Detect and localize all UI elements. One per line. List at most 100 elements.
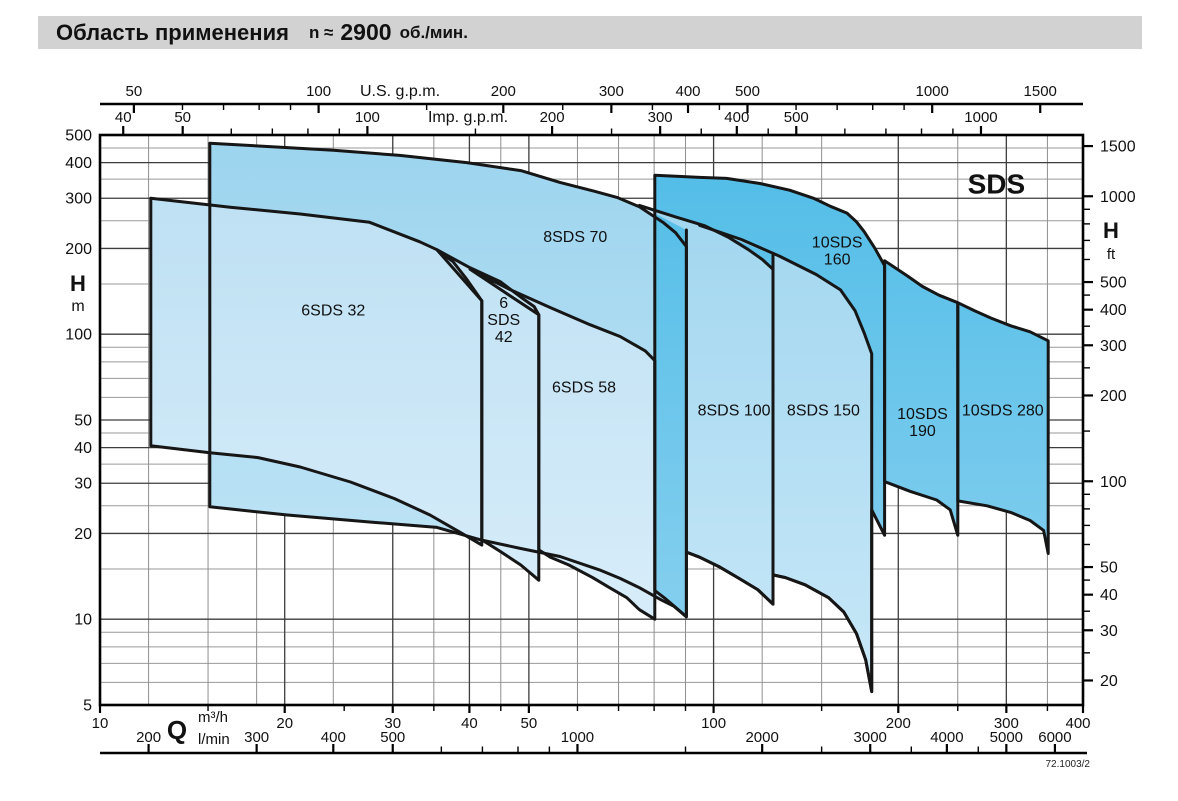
- lmin-tick-label: 500: [380, 729, 405, 746]
- head-ft-axis-title: H: [1103, 218, 1119, 243]
- region-label-6sds-32: 6SDS 32: [301, 303, 365, 320]
- head-ft-tick-label: 30: [1100, 623, 1118, 640]
- m3h-tick-label: 400: [1065, 715, 1090, 732]
- lmin-tick-label: 300: [244, 729, 269, 746]
- head-m-tick-label: 500: [65, 128, 92, 145]
- head-m-tick-label: 5: [83, 698, 92, 715]
- title-bar: Область применения n ≈ 2900 об./мин.: [38, 16, 1142, 49]
- head-m-axis-title: H: [70, 271, 86, 296]
- head-ft-tick-label: 40: [1100, 587, 1118, 604]
- lmin-tick-label: 6000: [1038, 729, 1071, 746]
- document-code: 72.1003/2: [1045, 759, 1091, 770]
- head-ft-tick-label: 300: [1100, 338, 1127, 355]
- m3h-tick-label: 30: [384, 715, 401, 732]
- region-outline-8sds-150: [698, 223, 874, 694]
- head-ft-tick-label: 1500: [1100, 139, 1136, 156]
- pump-regions-fill: [150, 143, 1049, 692]
- m3h-tick-label: 50: [521, 715, 538, 732]
- head-m-unit-label: m: [71, 298, 84, 315]
- usgpm-tick-label: 100: [306, 83, 331, 100]
- right-axis: 1500 1000 500 400 300 200 100 50 40 30 20 Hft: [1083, 139, 1136, 690]
- head-ft-tick-label: 100: [1100, 474, 1127, 491]
- m3h-tick-label: 200: [886, 715, 911, 732]
- head-ft-tick-label: 200: [1100, 388, 1127, 405]
- lmin-tick-label: 3000: [854, 729, 887, 746]
- pump-regions-outline: [149, 141, 1050, 694]
- lmin-tick-label: 200: [136, 729, 161, 746]
- lmin-tick-label: 1000: [561, 729, 594, 746]
- impgpm-tick-label: 300: [648, 109, 673, 126]
- impgpm-tick-label: 1000: [964, 109, 997, 126]
- head-m-tick-label: 300: [65, 191, 92, 208]
- left-axis: 500 400 300 200 100 50 40 30 20 10 5 Hm: [65, 128, 92, 715]
- lmin-tick-label: 4000: [930, 729, 963, 746]
- head-ft-tick-label: 1000: [1100, 189, 1136, 206]
- region-10sds-280: [957, 302, 1049, 554]
- region-label-8sds-70: 8SDS 70: [543, 229, 607, 246]
- head-m-tick-label: 50: [74, 413, 92, 430]
- usgpm-tick-label: 1000: [915, 83, 948, 100]
- impgpm-tick-label: 500: [784, 109, 809, 126]
- bottom-axes: 10 20 30 40 50 100 200 300 400 200 300 400 500 1000 20…: [92, 705, 1091, 755]
- usgpm-tick-label: 400: [675, 83, 700, 100]
- impgpm-tick-label: 100: [355, 109, 380, 126]
- m3h-tick-label: 10: [92, 715, 109, 732]
- head-ft-unit-label: ft: [1107, 246, 1116, 263]
- region-label-10sds-190: 10SDS 190: [897, 406, 948, 440]
- m3h-tick-label: 100: [701, 715, 726, 732]
- usgpm-tick-label: 1500: [1024, 83, 1057, 100]
- impgpm-tick-label: 50: [174, 109, 191, 126]
- usgpm-tick-label: 300: [599, 83, 624, 100]
- lmin-tick-label: 5000: [990, 729, 1023, 746]
- region-6sds-32: [150, 198, 482, 546]
- impgpm-axis-title: Imp. g.p.m.: [428, 109, 508, 126]
- region-label-8sds-100: 8SDS 100: [698, 402, 771, 419]
- head-m-tick-label: 200: [65, 241, 92, 258]
- speed-label: n ≈: [308, 22, 334, 42]
- usgpm-axis-title: U.S. g.p.m.: [360, 83, 440, 100]
- lmin-tick-label: 400: [321, 729, 346, 746]
- region-outline-10sds-280: [956, 301, 1050, 555]
- plot-frame: [98, 133, 1085, 707]
- head-m-tick-label: 30: [74, 476, 92, 493]
- region-label-6sds-58: 6SDS 58: [552, 380, 616, 397]
- region-8sds-100: [639, 205, 773, 605]
- head-m-tick-label: 400: [65, 155, 92, 172]
- page-title: Область применения: [56, 19, 289, 45]
- head-m-tick-label: 10: [74, 612, 92, 629]
- region-labels: 8SDS 70 10SDS 160 8SDS 100 8SDS 150 10SDS 190 1…: [301, 229, 1044, 440]
- region-outline-6sds-58: [468, 267, 657, 621]
- m3h-tick-label: 40: [461, 715, 478, 732]
- usgpm-tick-label: 200: [491, 83, 516, 100]
- impgpm-tick-label: 200: [540, 109, 565, 126]
- lmin-unit-label: l/min: [198, 731, 230, 748]
- flow-axis-title: Q: [167, 715, 187, 745]
- head-ft-tick-label: 50: [1100, 560, 1118, 577]
- speed-unit: об./мин.: [399, 22, 468, 42]
- impgpm-tick-label: 400: [724, 109, 749, 126]
- region-10sds-190: [884, 260, 958, 536]
- lmin-tick-label: 2000: [745, 729, 778, 746]
- speed-value: 2900: [340, 19, 392, 45]
- head-ft-tick-label: 20: [1100, 673, 1118, 690]
- head-ft-tick-label: 500: [1100, 275, 1127, 292]
- head-m-tick-label: 20: [74, 526, 92, 543]
- head-m-tick-label: 100: [65, 327, 92, 344]
- region-outline-10sds-190: [883, 259, 960, 537]
- region-6sds-42: [436, 249, 539, 581]
- head-m-tick-label: 40: [74, 440, 92, 457]
- head-ft-tick-label: 400: [1100, 302, 1127, 319]
- impgpm-tick-label: 40: [115, 109, 132, 126]
- m3h-unit-label: m³/h: [198, 709, 228, 726]
- usgpm-tick-label: 50: [126, 83, 143, 100]
- region-label-10sds-280: 10SDS 280: [962, 402, 1044, 419]
- brand-label-sds: SDS: [968, 169, 1026, 200]
- m3h-tick-label: 300: [994, 715, 1019, 732]
- region-6sds-58: [470, 269, 655, 620]
- region-label-10sds-160: 10SDS 160: [812, 234, 863, 268]
- m3h-tick-label: 20: [276, 715, 293, 732]
- region-label-8sds-150: 8SDS 150: [787, 402, 860, 419]
